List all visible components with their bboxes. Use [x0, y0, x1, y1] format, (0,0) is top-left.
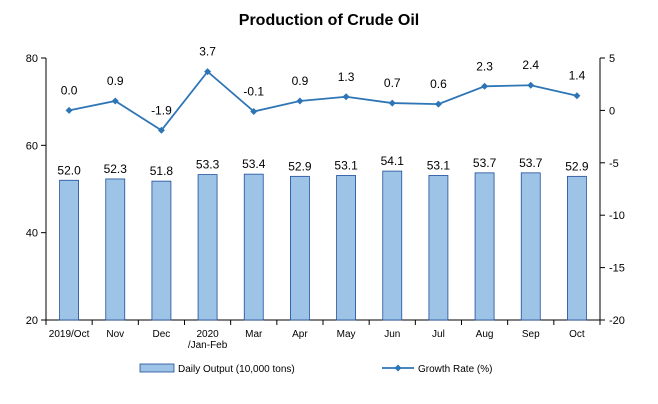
growth-rate-point: [434, 100, 442, 108]
line-data-label: 2.4: [522, 58, 539, 72]
bar-data-label: 53.4: [242, 157, 266, 171]
growth-line-group: 0.0 0.9 -1.9 3.7 -0.1 0.9 1.3 0.7 0.6 2.3 2.4 1.4: [61, 45, 586, 134]
line-data-label: 0.0: [61, 83, 78, 97]
x-tick-label: Oct: [569, 329, 585, 340]
bar: [243, 173, 264, 321]
bars-group: 52.0 52.3 51.8 53.3 53.4 52.9 53.1 54.1 53.1 53.7…: [57, 154, 589, 321]
growth-rate-point: [481, 82, 489, 90]
bar-data-label: 53.1: [334, 158, 358, 172]
growth-rate-point: [527, 81, 535, 89]
right-tick-label: 5: [609, 53, 615, 65]
right-tick-label: -5: [609, 158, 619, 170]
x-tick-label: Jul: [432, 329, 445, 340]
bar: [105, 178, 126, 321]
growth-rate-point: [296, 97, 304, 105]
bar: [382, 170, 403, 321]
line-data-label: 1.3: [338, 70, 355, 84]
right-tick-label: -10: [609, 210, 625, 222]
x-tick-label: 2019/Oct: [49, 329, 90, 340]
bar-data-label: 54.1: [381, 154, 405, 168]
growth-rate-point: [388, 99, 396, 107]
bar: [290, 175, 310, 321]
bar: [428, 175, 449, 321]
growth-rate-point: [65, 106, 73, 114]
line-data-label: 0.9: [107, 74, 124, 88]
growth-rate-point: [342, 93, 350, 101]
legend-line-label: Growth Rate (%): [418, 364, 492, 375]
line-data-label: -1.9: [151, 103, 172, 117]
bar-data-label: 53.7: [519, 156, 543, 170]
left-tick-label: 60: [26, 140, 38, 152]
left-tick-label: 40: [26, 228, 38, 240]
growth-rate-line: [68, 70, 578, 132]
bar-data-label: 52.3: [104, 162, 128, 176]
x-tick-label: Mar: [245, 329, 263, 340]
x-tick-label: Aug: [476, 329, 494, 340]
x-tick-label: 2020/Jan-Feb: [188, 329, 228, 351]
line-data-label: 0.6: [430, 77, 447, 91]
bar: [197, 174, 218, 321]
x-tick-label: Apr: [292, 329, 308, 340]
bar-data-label: 53.1: [427, 158, 451, 172]
line-data-label: 0.7: [384, 76, 401, 90]
right-tick-label: -15: [609, 263, 625, 275]
chart-title: Production of Crude Oil: [238, 12, 420, 29]
bar: [336, 175, 356, 321]
line-data-label: 3.7: [199, 45, 216, 59]
legend-bar-swatch: [139, 363, 175, 373]
line-data-label: 0.9: [292, 74, 309, 88]
growth-rate-point: [204, 68, 212, 76]
growth-rate-point: [250, 107, 258, 115]
x-tick-label: Nov: [106, 329, 124, 340]
line-data-label: 2.3: [476, 59, 493, 73]
bar-data-label: 52.9: [565, 159, 589, 173]
growth-rate-point: [573, 92, 581, 100]
growth-rate-point: [157, 126, 165, 134]
bar-data-label: 53.7: [473, 156, 497, 170]
x-tick-label: Jun: [384, 329, 400, 340]
x-tick-label: May: [337, 329, 356, 340]
left-tick-label: 20: [26, 315, 38, 327]
legend-bar-label: Daily Output (10,000 tons): [178, 364, 295, 375]
x-tick-label: Dec: [153, 329, 171, 340]
bar: [520, 172, 541, 321]
bar: [567, 175, 587, 321]
axes-group: 20 40 60 80 5 0 -5 -10 -15 -20 2019/Oct Nov Dec 2020/…: [26, 53, 625, 351]
x-tick-label: Sep: [522, 329, 540, 340]
left-tick-label: 80: [26, 53, 38, 65]
line-data-label: 1.4: [569, 69, 586, 83]
bar: [151, 180, 172, 321]
bar-data-label: 52.9: [288, 159, 312, 173]
bar: [59, 179, 79, 321]
legend: Daily Output (10,000 tons) Growth Rate (%…: [139, 363, 492, 375]
right-tick-label: -20: [609, 315, 625, 327]
bar-data-label: 52.0: [57, 163, 81, 177]
line-data-label: -0.1: [243, 84, 264, 98]
bar: [474, 172, 495, 321]
bar-data-label: 51.8: [150, 164, 174, 178]
growth-rate-point: [111, 97, 119, 105]
right-tick-label: 0: [609, 105, 615, 117]
bar-data-label: 53.3: [196, 158, 220, 172]
legend-line-marker: [394, 364, 402, 372]
